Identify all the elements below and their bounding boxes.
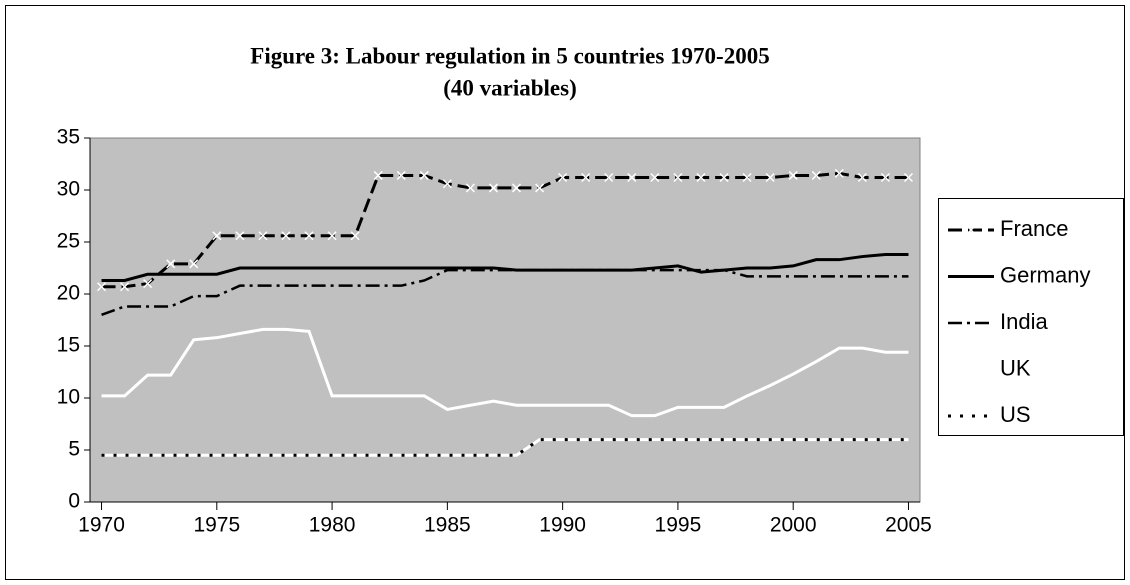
series-marker [673,172,683,183]
series-marker [788,170,798,180]
legend-label: India [1000,309,1048,334]
series-marker [189,259,199,269]
series-marker [465,183,475,193]
x-tick-label: 1985 [424,514,471,537]
y-tick-label: 25 [57,230,80,253]
series-line [101,438,909,457]
series-marker [696,172,706,183]
series-marker [442,179,452,189]
series-marker [212,231,222,241]
legend-label: France [1000,216,1068,241]
series-marker [166,259,176,269]
y-tick-label: 20 [57,282,80,305]
y-tick-label: 10 [57,386,80,409]
series-marker [627,172,637,183]
series-marker [811,170,821,180]
series-marker [834,168,844,178]
chart-title: Figure 3: Labour regulation in 5 countri… [250,43,769,68]
x-tick-label: 2005 [885,514,932,537]
series-marker [304,231,314,241]
series-marker [96,282,107,292]
plot-area [89,137,921,503]
series-marker [719,172,729,183]
y-tick-label: 5 [68,438,80,461]
series-marker [373,170,383,180]
x-tick-label: 1990 [539,514,586,537]
series-marker [281,231,291,241]
legend-label: UK [1000,355,1031,380]
series-marker [350,231,360,241]
series-marker [880,172,890,183]
legend-label: US [1000,402,1031,427]
series-marker [650,172,660,183]
y-tick-label: 35 [57,126,80,149]
legend-marker [966,225,976,235]
series-marker [120,282,130,292]
chart-subtitle: (40 variables) [443,75,577,100]
series-line [101,268,909,316]
series-marker [327,231,337,241]
series-marker [857,172,867,183]
y-tick-label: 30 [57,178,80,201]
y-tick-label: 15 [57,334,80,357]
series-marker [765,172,775,183]
legend-box [938,198,1124,436]
series-marker [535,183,545,193]
x-tick-label: 1975 [193,514,240,537]
series-marker [604,172,614,183]
series-marker [511,183,522,193]
series-marker [419,170,429,180]
series-marker [488,183,499,193]
legend-label: Germany [1000,262,1090,287]
x-tick-label: 1995 [655,514,702,537]
series-line [101,327,909,418]
x-tick-label: 2000 [770,514,817,537]
x-tick-label: 1970 [78,514,125,537]
series-line [101,171,909,289]
series-marker [742,172,752,183]
series-marker [396,170,406,180]
series-marker [258,231,268,241]
series-marker [235,231,245,241]
series-marker [903,172,914,183]
series-marker [558,172,568,183]
x-tick-label: 1980 [309,514,356,537]
series-marker [143,279,153,289]
y-tick-label: 0 [68,490,80,513]
series-marker [581,172,591,183]
